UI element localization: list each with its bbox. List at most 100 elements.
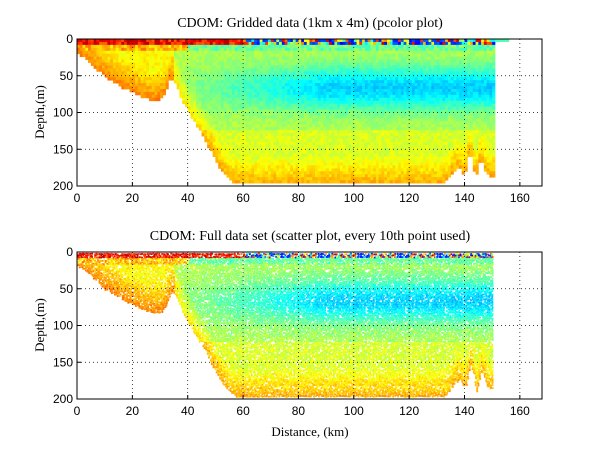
pcolor-cell — [245, 100, 250, 105]
pcolor-cell — [378, 150, 382, 155]
pcolor-cell — [259, 97, 263, 102]
pcolor-cell — [190, 68, 194, 72]
pcolor-cell — [334, 88, 338, 93]
pcolor-cell — [215, 47, 219, 52]
pcolor-cell — [375, 130, 380, 134]
pcolor-cell — [129, 74, 133, 78]
pcolor-cell — [431, 138, 435, 143]
pcolor-cell — [301, 180, 305, 184]
pcolor-cell — [309, 106, 313, 110]
pcolor-cell — [223, 83, 227, 87]
pcolor-cell — [384, 180, 388, 184]
pcolor-cell — [417, 41, 421, 46]
pcolor-cell — [351, 136, 355, 140]
pcolor-cell — [439, 44, 443, 49]
pcolor-cell — [356, 165, 360, 169]
pcolor-cell — [284, 159, 288, 163]
pcolor-cell — [334, 59, 338, 63]
pcolor-cell — [395, 71, 399, 75]
pcolor-cell — [273, 133, 277, 137]
pcolor-cell — [315, 174, 319, 178]
pcolor-cell — [348, 97, 352, 102]
pcolor-cell — [378, 77, 382, 81]
pcolor-cell — [223, 159, 227, 163]
pcolor-cell — [436, 121, 440, 125]
pcolor-cell — [118, 50, 122, 55]
pcolor-cell — [312, 77, 316, 81]
pcolor-cell — [326, 147, 330, 152]
pcolor-cell — [209, 144, 214, 149]
pcolor-cell — [262, 174, 266, 178]
pcolor-cell — [140, 91, 144, 96]
pcolor-cell — [223, 109, 227, 113]
pcolor-cell — [265, 127, 269, 131]
pcolor-cell — [226, 133, 230, 137]
pcolor-cell — [151, 80, 155, 84]
pcolor-cell — [279, 100, 283, 105]
pcolor-cell — [184, 56, 189, 60]
pcolor-cell — [315, 50, 319, 55]
pcolor-cell — [176, 80, 180, 84]
pcolor-cell — [126, 50, 130, 55]
pcolor-cell — [306, 136, 310, 140]
pcolor-cell — [259, 62, 263, 66]
pcolor-cell — [375, 59, 380, 63]
pcolor-cell — [262, 86, 266, 90]
pcolor-cell — [315, 180, 319, 184]
pcolor-cell — [215, 44, 219, 49]
pcolor-cell — [232, 162, 236, 166]
pcolor-cell — [378, 100, 382, 105]
pcolor-cell — [256, 59, 261, 63]
pcolor-cell — [290, 133, 294, 137]
pcolor-cell — [256, 47, 261, 52]
pcolor-cell — [290, 150, 294, 155]
pcolor-cell — [395, 138, 399, 143]
pcolor-cell — [148, 39, 153, 43]
pcolor-cell — [392, 168, 396, 172]
pcolor-cell — [353, 41, 357, 46]
pcolor-cell — [409, 106, 413, 110]
pcolor-cell — [353, 56, 357, 60]
pcolor-cell — [301, 65, 305, 69]
pcolor-cell — [290, 168, 294, 172]
pcolor-cell — [303, 88, 308, 93]
pcolor-cell — [279, 56, 283, 60]
pcolor-cell — [328, 71, 333, 75]
pcolor-cell — [434, 97, 438, 102]
pcolor-cell — [284, 100, 288, 105]
pcolor-cell — [201, 68, 205, 72]
pcolor-cell — [392, 150, 396, 155]
pcolor-cell — [201, 80, 205, 84]
pcolor-cell — [328, 53, 333, 58]
pcolor-cell — [312, 180, 316, 184]
pcolor-cell — [267, 62, 272, 66]
pcolor-cell — [392, 141, 396, 146]
pcolor-cell — [229, 56, 233, 60]
pcolor-cell — [323, 109, 327, 113]
pcolor-cell — [345, 100, 349, 105]
pcolor-cell — [157, 80, 161, 84]
pcolor-cell — [112, 53, 117, 58]
pcolor-cell — [398, 62, 402, 66]
pcolor-cell — [160, 88, 164, 93]
pcolor-cell — [387, 159, 391, 163]
pcolor-cell — [381, 150, 385, 155]
pcolor-cell — [411, 124, 416, 128]
pcolor-cell — [406, 103, 410, 108]
pcolor-cell — [237, 124, 241, 128]
pcolor-cell — [389, 100, 393, 105]
pcolor-cell — [373, 80, 377, 84]
pcolor-cell — [348, 159, 352, 163]
pcolor-cell — [110, 74, 114, 78]
pcolor-cell — [281, 177, 285, 181]
pcolor-cell — [356, 53, 360, 58]
pcolor-cell — [342, 106, 346, 110]
pcolor-cell — [431, 112, 435, 116]
pcolor-cell — [362, 103, 366, 108]
pcolor-cell — [243, 88, 247, 93]
pcolor-cell — [137, 86, 142, 90]
pcolor-cell — [204, 53, 208, 58]
pcolor-cell — [403, 150, 407, 155]
pcolor-cell — [395, 74, 399, 78]
pcolor-cell — [284, 65, 288, 69]
